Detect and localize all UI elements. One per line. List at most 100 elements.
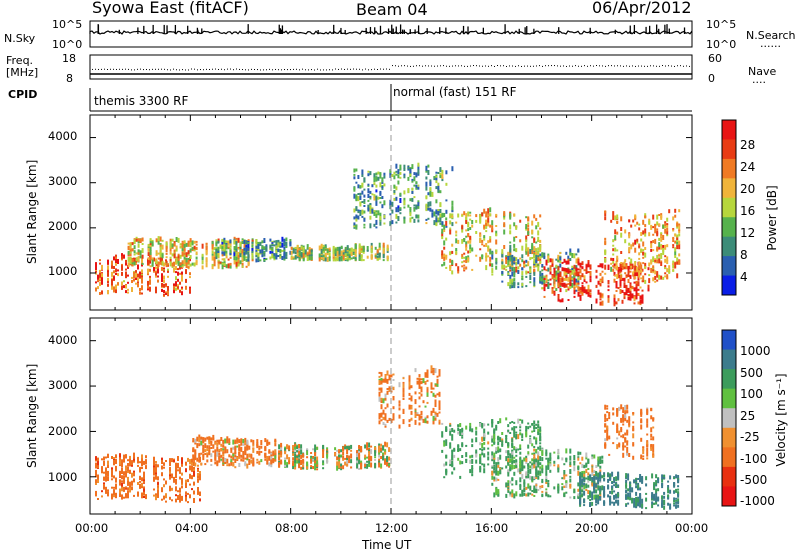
echo-cell xyxy=(541,269,544,272)
echo-cell xyxy=(243,252,246,256)
echo-cell xyxy=(264,458,267,461)
echo-cell xyxy=(435,180,438,184)
echo-cell xyxy=(403,200,406,206)
echo-cell xyxy=(338,251,341,255)
echo-cell xyxy=(629,274,632,279)
echo-cell xyxy=(614,266,617,269)
echo-cell xyxy=(545,449,548,455)
echo-cell xyxy=(416,412,419,416)
echo-cell xyxy=(263,251,266,254)
echo-cell xyxy=(177,464,179,469)
echo-cell xyxy=(549,265,552,271)
echo-cell xyxy=(625,473,628,479)
echo-cell xyxy=(261,249,264,254)
echo-cell xyxy=(499,440,502,442)
echo-cell xyxy=(179,467,181,472)
echo-cell xyxy=(654,228,657,234)
echo-cell xyxy=(529,439,532,445)
echo-cell xyxy=(384,451,387,455)
echo-cell xyxy=(357,211,360,214)
echo-cell xyxy=(607,281,610,285)
power-echo-cells xyxy=(95,162,681,307)
echo-cell xyxy=(595,476,598,479)
echo-cell xyxy=(445,439,448,443)
echo-cell xyxy=(658,242,661,248)
echo-cell xyxy=(213,247,216,251)
echo-cell xyxy=(119,480,121,486)
echo-cell xyxy=(391,201,394,207)
echo-cell xyxy=(591,467,594,473)
echo-cell xyxy=(95,491,97,497)
echo-cell xyxy=(334,447,337,451)
echo-cell xyxy=(435,171,438,174)
echo-cell xyxy=(338,253,341,256)
echo-cell xyxy=(191,262,194,266)
echo-cell xyxy=(617,474,620,480)
echo-cell xyxy=(439,172,442,177)
echo-cell xyxy=(255,249,258,252)
echo-cell xyxy=(221,246,224,250)
echo-cell xyxy=(495,447,498,452)
echo-cell xyxy=(139,475,141,480)
echo-cell xyxy=(410,395,413,400)
echo-cell xyxy=(336,250,339,253)
echo-cell xyxy=(627,265,630,271)
echo-cell xyxy=(278,454,281,459)
echo-cell xyxy=(121,271,123,276)
echo-cell xyxy=(455,248,458,251)
echo-cell xyxy=(604,272,607,275)
echo-cell xyxy=(127,245,130,248)
echo-cell xyxy=(165,460,167,462)
echo-cell xyxy=(244,437,247,442)
echo-cell xyxy=(361,182,364,188)
echo-cell xyxy=(641,295,644,301)
echo-cell xyxy=(369,223,372,229)
echo-cell xyxy=(587,284,590,289)
echo-cell xyxy=(177,278,179,282)
echo-cell xyxy=(279,243,282,246)
echo-cell xyxy=(161,465,163,470)
echo-cell xyxy=(366,255,369,259)
echo-cell xyxy=(113,457,115,459)
echo-cell xyxy=(557,280,560,285)
echo-cell xyxy=(121,253,123,259)
echo-cell xyxy=(181,495,183,501)
echo-cell xyxy=(414,408,417,411)
echo-cell xyxy=(664,258,667,263)
echo-cell xyxy=(573,268,576,273)
echo-cell xyxy=(445,426,448,431)
echo-cell xyxy=(535,449,538,453)
echo-cell xyxy=(627,297,630,301)
echo-cell xyxy=(392,398,395,401)
echo-cell xyxy=(353,216,356,220)
echo-cell xyxy=(660,262,663,266)
echo-cell xyxy=(217,246,220,251)
echo-cell xyxy=(191,465,193,471)
echo-cell xyxy=(306,448,309,451)
echo-cell xyxy=(395,196,398,201)
echo-cell xyxy=(573,489,576,494)
echo-cell xyxy=(155,270,157,274)
echo-cell xyxy=(613,478,616,484)
echo-cell xyxy=(350,247,353,252)
echo-cell xyxy=(382,409,385,415)
echo-cell xyxy=(627,473,630,477)
echo-cell xyxy=(281,242,284,248)
echo-cell xyxy=(135,270,137,274)
echo-cell xyxy=(545,476,548,479)
echo-cell xyxy=(285,246,288,248)
echo-cell xyxy=(573,272,576,276)
echo-cell xyxy=(599,489,602,495)
echo-cell xyxy=(467,257,470,262)
echo-cell xyxy=(573,295,576,298)
echo-cell xyxy=(361,174,364,177)
echo-cell xyxy=(577,456,580,459)
echo-cell xyxy=(234,441,237,444)
echo-cell xyxy=(191,246,194,250)
echo-cell xyxy=(183,259,186,265)
echo-cell xyxy=(165,260,168,263)
echo-cell xyxy=(197,490,199,495)
echo-cell xyxy=(410,385,413,389)
echo-cell xyxy=(193,262,196,267)
echo-cell xyxy=(302,252,305,258)
